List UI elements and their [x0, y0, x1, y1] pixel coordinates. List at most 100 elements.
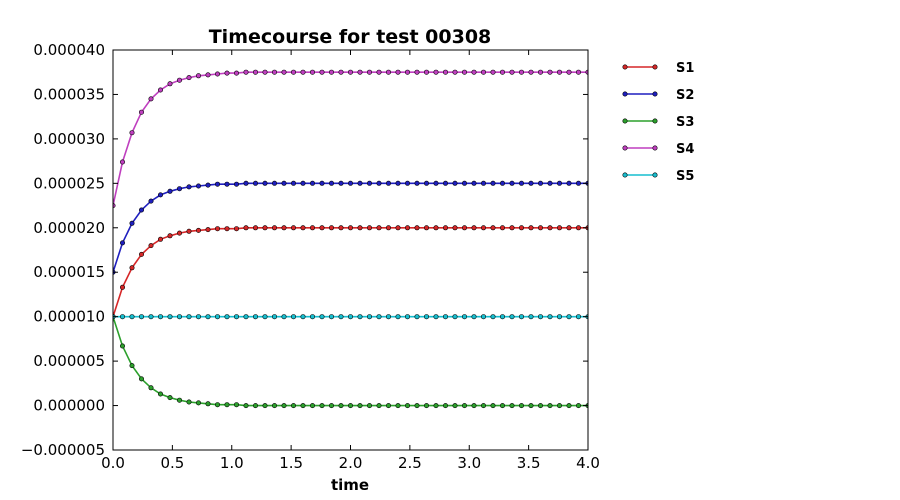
data-point-s5: [253, 314, 259, 320]
data-point-s5: [471, 314, 477, 320]
data-point-s5: [480, 314, 486, 320]
data-point-s5: [433, 314, 439, 320]
data-point-s2: [414, 180, 420, 186]
x-tick-label: 1.0: [220, 454, 244, 472]
series-line-s1: [113, 227, 588, 317]
data-point-s1: [376, 225, 382, 231]
data-point-s5: [243, 314, 249, 320]
data-point-s3: [158, 391, 164, 397]
data-point-s1: [158, 236, 164, 242]
data-point-s3: [253, 403, 259, 409]
legend-marker-s3: [652, 118, 658, 124]
data-point-s2: [480, 180, 486, 186]
data-point-s5: [518, 314, 524, 320]
data-point-s2: [328, 180, 334, 186]
data-point-s3: [385, 403, 391, 409]
legend-marker-s5: [622, 172, 628, 178]
data-point-s2: [376, 180, 382, 186]
data-point-s4: [234, 70, 240, 76]
data-point-s3: [547, 403, 553, 409]
data-point-s5: [271, 314, 277, 320]
data-point-s5: [404, 314, 410, 320]
data-point-s2: [490, 180, 496, 186]
data-point-s1: [338, 225, 344, 231]
data-point-s3: [262, 403, 268, 409]
data-point-s4: [215, 71, 221, 77]
data-point-s3: [471, 403, 477, 409]
legend-label-s3: S3: [676, 115, 694, 130]
data-point-s1: [395, 225, 401, 231]
data-point-s4: [357, 69, 363, 75]
data-point-s3: [575, 403, 581, 409]
data-point-s1: [120, 284, 126, 290]
data-point-s2: [290, 180, 296, 186]
data-point-s4: [471, 69, 477, 75]
data-point-s2: [442, 180, 448, 186]
data-point-s4: [281, 69, 287, 75]
data-point-s4: [319, 69, 325, 75]
data-point-s5: [575, 314, 581, 320]
data-point-s5: [395, 314, 401, 320]
data-point-s3: [186, 399, 192, 405]
data-point-s1: [148, 243, 154, 249]
x-tick-label: 2.0: [339, 454, 363, 472]
data-point-s5: [528, 314, 534, 320]
data-point-s4: [205, 72, 211, 78]
data-point-s1: [177, 230, 183, 236]
data-point-s3: [461, 403, 467, 409]
data-point-s5: [177, 314, 183, 320]
data-point-s5: [158, 314, 164, 320]
data-point-s4: [556, 69, 562, 75]
data-point-s2: [120, 240, 126, 246]
data-point-s5: [129, 314, 135, 320]
data-point-s1: [271, 225, 277, 231]
data-point-s5: [366, 314, 372, 320]
data-point-s4: [243, 69, 249, 75]
data-point-s4: [148, 96, 154, 102]
data-point-s1: [224, 226, 230, 232]
data-point-s1: [480, 225, 486, 231]
data-point-s3: [414, 403, 420, 409]
data-point-s1: [385, 225, 391, 231]
data-point-s2: [385, 180, 391, 186]
data-point-s1: [290, 225, 296, 231]
data-point-s2: [139, 207, 145, 213]
data-point-s5: [347, 314, 353, 320]
data-point-s5: [509, 314, 515, 320]
data-point-s1: [575, 225, 581, 231]
data-point-s5: [262, 314, 268, 320]
data-point-s5: [357, 314, 363, 320]
legend-label-s2: S2: [676, 88, 694, 103]
data-point-s3: [452, 403, 458, 409]
data-point-s3: [300, 403, 306, 409]
y-tick-label: 0.000030: [33, 130, 105, 148]
data-point-s3: [167, 395, 173, 401]
data-point-s4: [129, 130, 135, 136]
data-point-s5: [290, 314, 296, 320]
data-point-s4: [547, 69, 553, 75]
data-point-s3: [537, 403, 543, 409]
data-point-s5: [139, 314, 145, 320]
data-point-s1: [461, 225, 467, 231]
data-point-s5: [338, 314, 344, 320]
x-axis-title: time: [331, 476, 369, 494]
data-point-s4: [186, 75, 192, 81]
data-point-s2: [177, 186, 183, 192]
data-point-s4: [253, 69, 259, 75]
data-point-s4: [480, 69, 486, 75]
data-point-s3: [357, 403, 363, 409]
data-point-s1: [196, 227, 202, 233]
data-point-s4: [177, 77, 183, 83]
legend-marker-s1: [652, 64, 658, 70]
data-point-s2: [224, 181, 230, 187]
data-point-s4: [139, 109, 145, 115]
data-point-s4: [575, 69, 581, 75]
data-point-s2: [566, 180, 572, 186]
data-point-s5: [300, 314, 306, 320]
data-point-s5: [452, 314, 458, 320]
data-point-s3: [196, 400, 202, 406]
data-point-s5: [385, 314, 391, 320]
data-point-s4: [158, 87, 164, 93]
legend-marker-s4: [622, 145, 628, 151]
legend-marker-s3: [622, 118, 628, 124]
